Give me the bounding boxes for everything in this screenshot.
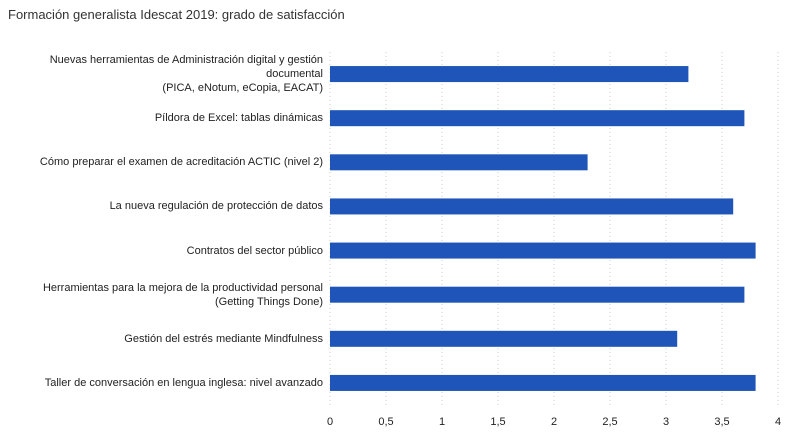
- y-tick-label: Gestión del estrés mediante Mindfulness: [124, 332, 323, 345]
- y-tick-label: Cómo preparar el examen de acreditación …: [39, 156, 323, 169]
- x-tick-label: 1: [439, 416, 445, 428]
- y-tick-label: Taller de conversación en lengua inglesa…: [44, 376, 323, 389]
- bar: [330, 286, 745, 303]
- bar: [330, 374, 756, 391]
- x-tick-label: 0: [327, 416, 333, 428]
- y-tick-label: Píldora de Excel: tablas dinámicas: [154, 112, 323, 125]
- x-tick-label: 1,5: [490, 416, 505, 428]
- y-tick-label: Contratos del sector público: [186, 244, 323, 257]
- bar: [330, 154, 588, 171]
- bar: [330, 198, 734, 215]
- x-tick-label: 2: [551, 416, 557, 428]
- y-tick-label: Herramientas para la mejora de la produc…: [42, 281, 323, 308]
- x-tick-label: 3: [663, 416, 669, 428]
- bar: [330, 330, 678, 347]
- y-tick-label: La nueva regulación de protección de dat…: [109, 200, 323, 213]
- bar: [330, 242, 756, 259]
- x-tick-label: 3,5: [714, 416, 729, 428]
- x-tick-label: 0,5: [378, 416, 393, 428]
- chart-title: Formación generalista Idescat 2019: grad…: [8, 7, 345, 22]
- y-tick-label: Nuevas herramientas de Administración di…: [49, 54, 323, 95]
- x-tick-label: 2,5: [602, 416, 617, 428]
- bar: [330, 110, 745, 127]
- bar: [330, 66, 689, 83]
- x-tick-label: 4: [775, 416, 781, 428]
